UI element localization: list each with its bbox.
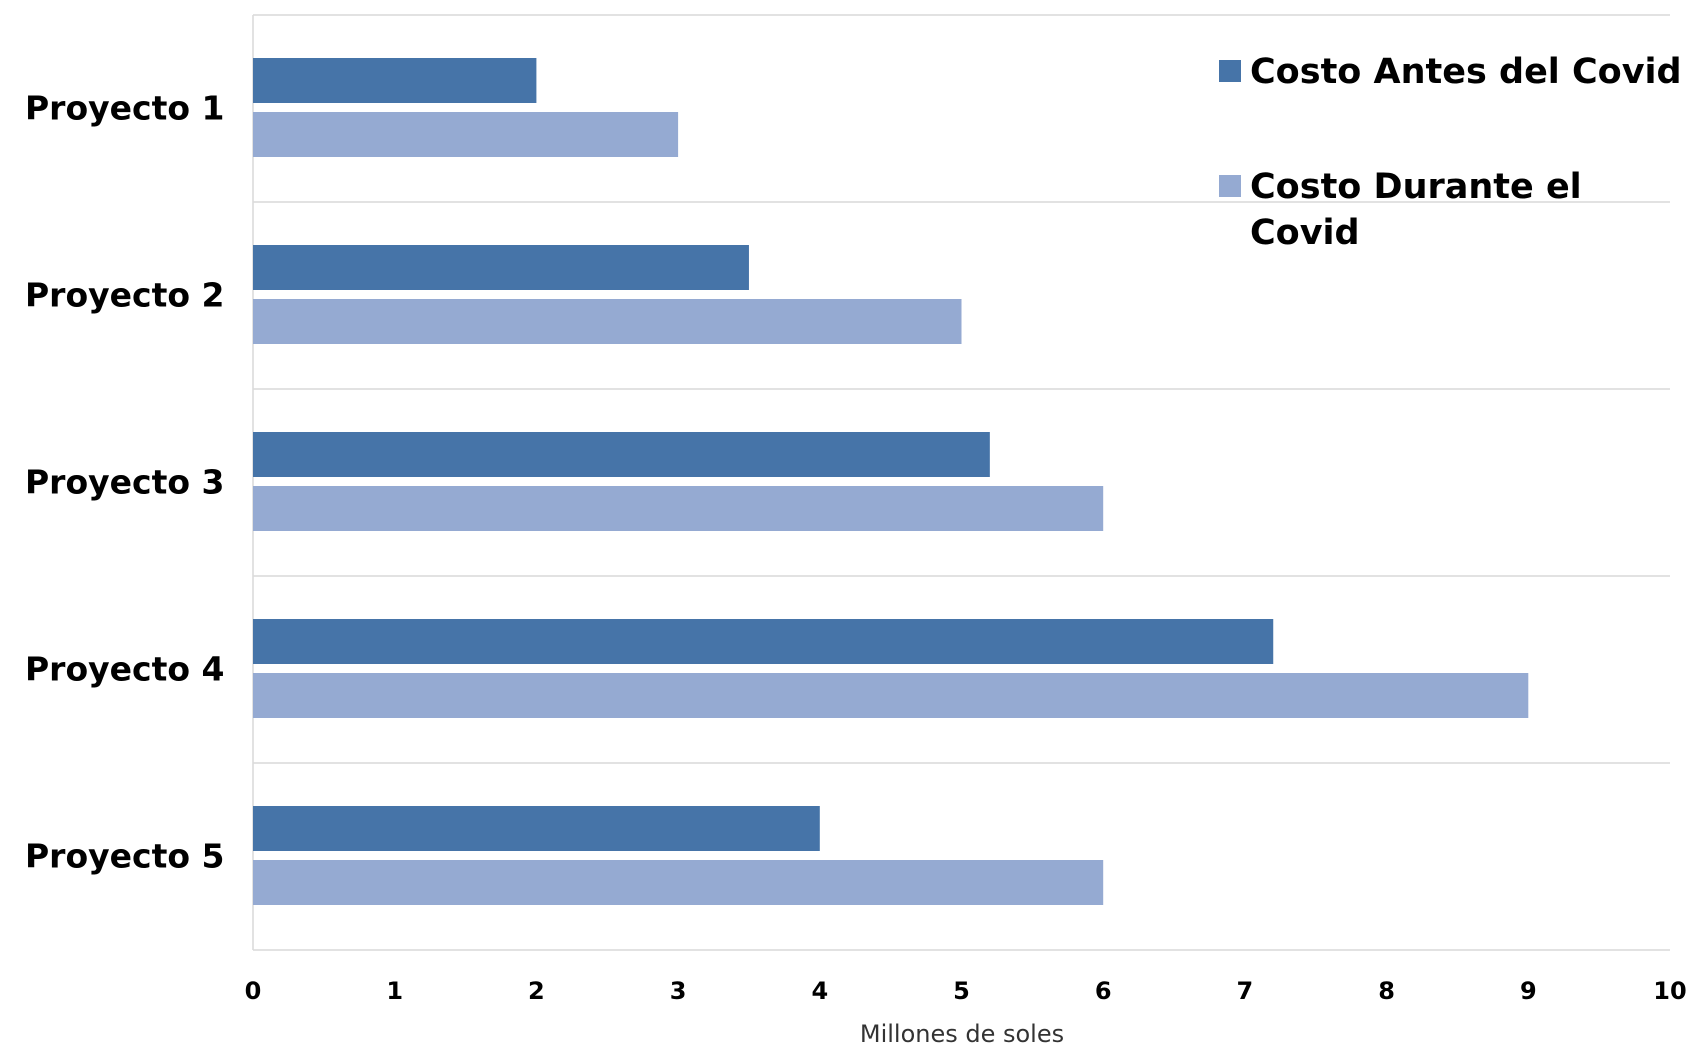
category-label: Proyecto 5 [25,837,224,876]
bar-antes-4 [253,619,1274,664]
bar-durante-3 [253,486,1104,531]
x-tick-label: 8 [1378,977,1395,1005]
x-axis-title: Millones de soles [860,1020,1064,1046]
grid-layer [252,14,1670,951]
legend-swatch [1219,175,1241,197]
legend-label: Covid [1250,213,1360,253]
x-tick-label: 2 [528,977,545,1005]
x-tick-label: 10 [1653,977,1686,1005]
bar-durante-1 [253,112,679,157]
x-tick-label: 7 [1237,977,1254,1005]
x-tick-label: 6 [1095,977,1112,1005]
category-labels: Proyecto 1 Proyecto 2 Proyecto 3 Proyecto 4… [25,89,224,876]
legend: Costo Antes del Covid Costo Durante el Cov… [1219,52,1682,253]
x-tick-label: 4 [811,977,828,1005]
x-tick-label: 3 [670,977,687,1005]
legend-swatch [1219,60,1241,82]
x-tick-label: 1 [386,977,403,1005]
bar-antes-2 [253,245,749,290]
category-label: Proyecto 3 [25,463,224,502]
legend-label: Costo Durante el [1250,167,1582,207]
category-label: Proyecto 2 [25,276,224,315]
bar-durante-2 [253,299,962,344]
bar-antes-3 [253,432,990,477]
x-tick-label: 5 [953,977,970,1005]
category-label: Proyecto 1 [25,89,224,128]
category-label: Proyecto 4 [25,650,224,689]
legend-label: Costo Antes del Covid [1250,52,1682,92]
x-tick-label: 9 [1520,977,1537,1005]
bar-durante-4 [253,673,1529,718]
bars-layer [253,58,1529,905]
bar-durante-5 [253,860,1104,905]
x-tick-label: 0 [245,977,262,1005]
bar-antes-1 [253,58,537,103]
x-tick-labels: 0 1 2 3 4 5 6 7 8 9 10 [245,977,1687,1005]
bar-antes-5 [253,806,820,851]
